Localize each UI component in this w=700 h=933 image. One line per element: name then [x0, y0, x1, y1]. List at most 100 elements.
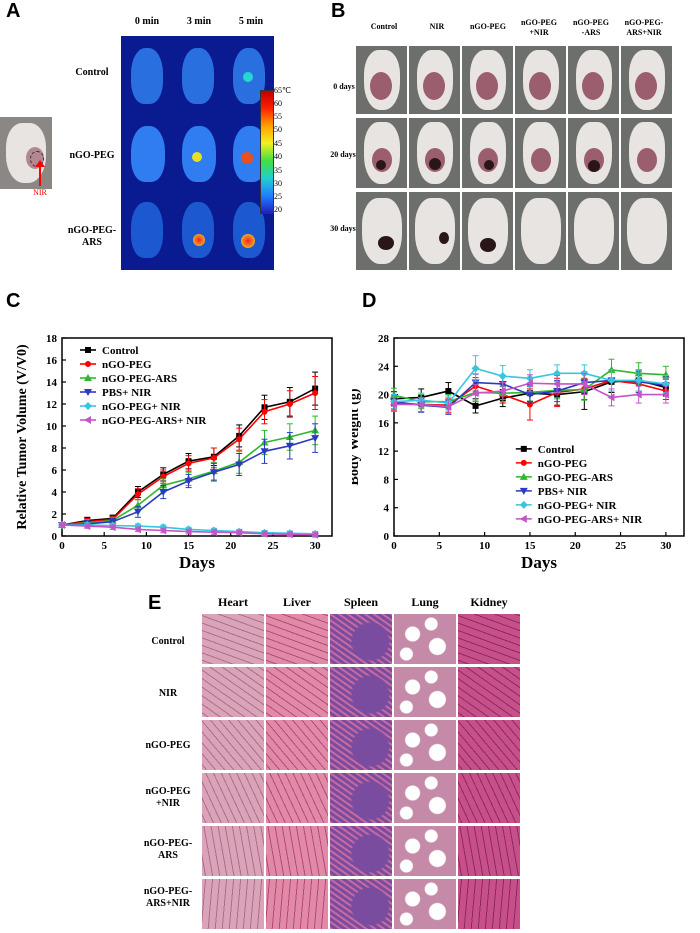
histology-tile: [202, 879, 264, 929]
legend-label: nGO-PEG+ NIR: [102, 401, 182, 413]
data-point: [580, 379, 588, 388]
data-point: [661, 370, 670, 378]
data-point: [525, 391, 534, 399]
y-tick-label: 6: [52, 465, 58, 477]
data-point: [311, 530, 319, 539]
data-point: [444, 402, 452, 411]
panel-b-col-3: nGO-PEG +NIR: [520, 18, 557, 37]
legend-label: nGO-PEG+ NIR: [538, 500, 618, 512]
histology-tile: [330, 879, 392, 929]
thermal-image-grid: [121, 36, 274, 270]
data-point: [553, 369, 562, 378]
histology-grid: [202, 614, 522, 930]
legend-marker: [84, 374, 92, 381]
data-point: [661, 379, 670, 388]
histology-tile: [394, 720, 456, 770]
histology-tile: [394, 826, 456, 876]
x-tick-label: 5: [437, 540, 443, 552]
panel-a-row-2: nGO-PEG- ARS: [67, 225, 117, 248]
y-tick-label: 28: [378, 333, 390, 345]
y-tick-label: 10: [46, 421, 58, 433]
x-tick-label: 30: [660, 540, 672, 552]
legend-label: nGO-PEG-ARS: [538, 472, 613, 484]
data-point: [607, 393, 615, 402]
histology-tile: [458, 667, 520, 717]
y-tick-label: 2: [52, 509, 58, 521]
panel-e-row-4: nGO-PEG- ARS: [143, 838, 193, 861]
legend-label: PBS+ NIR: [102, 387, 152, 399]
data-point: [209, 528, 217, 537]
panel-b-row-0: 0 days: [333, 82, 355, 91]
data-point: [133, 525, 141, 534]
nir-arrow-icon: [39, 164, 41, 186]
panel-b-letter: B: [331, 0, 346, 22]
nir-label: NIR: [33, 188, 47, 197]
legend-marker: [519, 514, 527, 523]
legend-label: nGO-PEG: [538, 458, 588, 470]
colorbar-tick-5: 40: [274, 152, 282, 161]
data-point: [209, 469, 218, 477]
y-tick-label: 8: [52, 443, 58, 455]
histology-tile: [458, 773, 520, 823]
data-point: [661, 390, 669, 399]
panel-c-letter: C: [6, 290, 21, 312]
y-tick-label: 24: [378, 361, 390, 373]
histology-tile: [458, 826, 520, 876]
x-tick-label: 15: [524, 540, 536, 552]
legend-label: Control: [538, 444, 574, 456]
panel-e-col-1: Liver: [283, 595, 311, 609]
data-point: [236, 436, 243, 443]
x-tick-label: 30: [310, 540, 322, 552]
panel-b-col-2: nGO-PEG: [469, 22, 506, 31]
histology-tile: [330, 826, 392, 876]
legend-marker: [520, 459, 527, 466]
panel-b-col-5: nGO-PEG- ARS+NIR: [624, 18, 664, 37]
y-tick-label: 20: [378, 390, 390, 402]
data-point: [185, 460, 192, 467]
panel-e-col-0: Heart: [218, 595, 248, 609]
y-tick-label: 14: [46, 377, 58, 389]
x-tick-label: 10: [141, 540, 153, 552]
y-tick-label: 16: [378, 418, 390, 430]
panel-a-time-2: 5 min: [238, 16, 264, 27]
x-tick-label: 15: [183, 540, 195, 552]
panel-e-row-1: NIR: [158, 688, 178, 699]
legend-label: nGO-PEG-ARS+ NIR: [102, 415, 207, 427]
x-tick-label: 5: [101, 540, 107, 552]
colorbar-tick-0: 65℃: [274, 86, 291, 95]
x-axis-label: Days: [521, 553, 557, 572]
x-tick-label: 20: [570, 540, 582, 552]
data-point: [471, 389, 479, 398]
panel-b-row-2: 30 days: [330, 224, 356, 233]
colorbar-tick-9: 20: [274, 205, 282, 214]
data-point: [390, 400, 397, 409]
colorbar-tick-4: 45: [274, 139, 282, 148]
histology-tile: [202, 720, 264, 770]
data-point: [160, 473, 167, 480]
x-tick-label: 10: [479, 540, 491, 552]
y-tick-label: 8: [384, 474, 390, 486]
panel-a-row-1: nGO-PEG: [69, 150, 115, 161]
data-point: [83, 522, 91, 531]
y-tick-label: 12: [378, 446, 390, 458]
histology-tile: [330, 773, 392, 823]
panel-a-time-0: 0 min: [134, 16, 160, 27]
histology-tile: [458, 879, 520, 929]
nir-arrow-head-icon: [35, 160, 45, 167]
panel-e-col-4: Kidney: [470, 595, 508, 609]
legend-marker: [519, 487, 528, 495]
histology-tile: [458, 614, 520, 664]
panel-e-row-5: nGO-PEG- ARS+NIR: [143, 886, 193, 909]
legend-marker: [85, 361, 91, 367]
y-axis-label: Body Weight (g): [352, 388, 362, 485]
legend-marker: [519, 472, 528, 480]
temperature-colorbar: [260, 90, 274, 214]
histology-tile: [330, 667, 392, 717]
x-tick-label: 0: [59, 540, 65, 552]
data-point: [235, 528, 243, 537]
histology-tile: [266, 826, 328, 876]
legend-label: nGO-PEG-ARS+ NIR: [538, 514, 643, 526]
tumor-volume-chart: 0 5 10 15 20 25 30 0 2 4 6 8 10 12 14 16 18 Days Relative …: [15, 333, 333, 572]
panel-b-col-4: nGO-PEG -ARS: [572, 18, 609, 37]
data-point: [235, 461, 244, 469]
